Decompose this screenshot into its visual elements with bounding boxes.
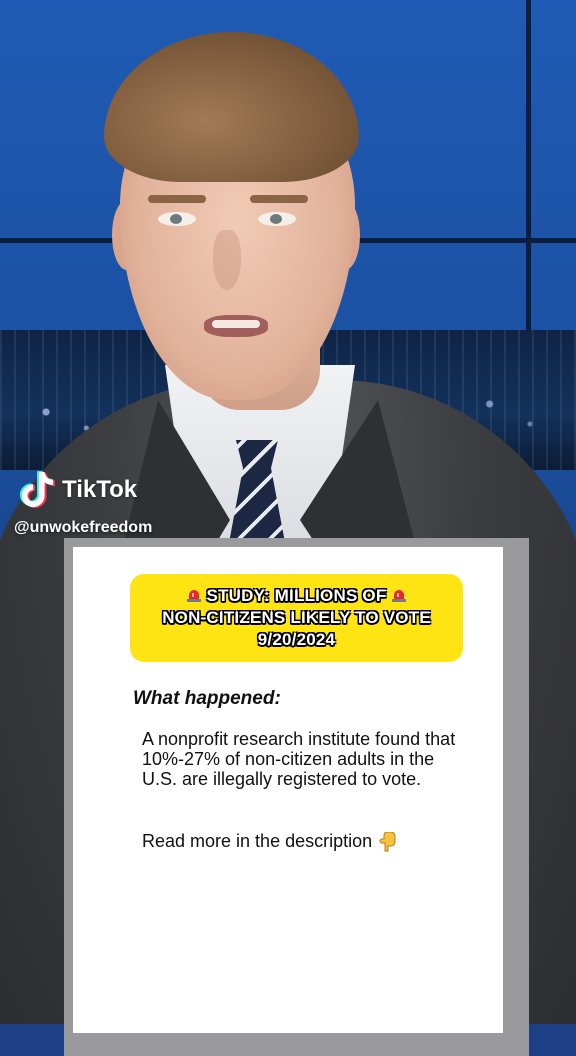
headline-text-1: STUDY: MILLIONS OF [206, 586, 387, 605]
info-card: STUDY: MILLIONS OF NON-CITIZENS LIKELY T… [73, 547, 503, 1033]
mouth [204, 315, 268, 337]
headline-date: 9/20/2024 [257, 630, 336, 649]
eye-right [258, 212, 296, 226]
pointing-down-hand-icon [379, 831, 396, 851]
panel-divider [526, 0, 531, 470]
eyebrow-right [250, 195, 308, 203]
creator-handle[interactable]: @unwokefreedom [14, 519, 153, 536]
headline-line-2: NON-CITIZENS LIKELY TO VOTE [162, 608, 431, 627]
siren-icon [186, 590, 201, 602]
eye-left [158, 212, 196, 226]
tiktok-watermark: TikTok [18, 470, 137, 510]
headline-line-1: STUDY: MILLIONS OF [181, 585, 413, 607]
read-more-line: Read more in the description [142, 831, 396, 852]
eyebrow-left [148, 195, 206, 203]
body-text: A nonprofit research institute found tha… [142, 729, 456, 789]
siren-icon [392, 590, 407, 602]
tiktok-logo-icon [19, 471, 56, 509]
info-card-frame: STUDY: MILLIONS OF NON-CITIZENS LIKELY T… [64, 538, 529, 1056]
headline-banner: STUDY: MILLIONS OF NON-CITIZENS LIKELY T… [130, 574, 463, 662]
read-more-text: Read more in the description [142, 831, 373, 851]
nose [213, 230, 241, 290]
section-title: What happened: [133, 688, 281, 709]
tiktok-wordmark: TikTok [62, 476, 138, 503]
